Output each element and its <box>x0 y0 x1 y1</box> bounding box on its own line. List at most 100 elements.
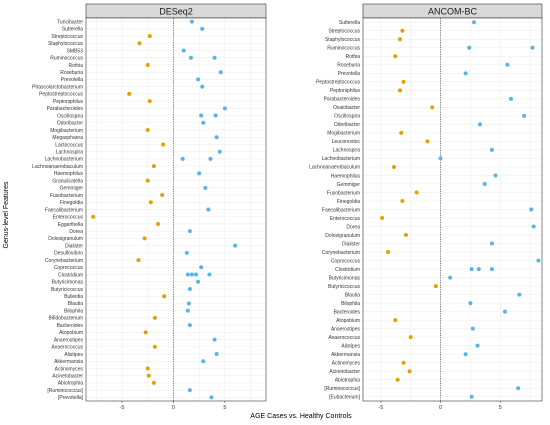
y-tick-label: Clostridium <box>58 272 83 278</box>
y-tick-label: Butyricicoccus <box>328 284 360 290</box>
y-tick-label: Abiotrophia <box>335 378 361 384</box>
data-point <box>184 250 189 255</box>
data-point <box>145 62 150 67</box>
y-axis-title: Genus-level Features <box>3 181 10 248</box>
panel-title: ANCOM-BC <box>428 7 477 17</box>
y-tick-label: Actinomyces <box>332 361 361 367</box>
y-tick-label: Peptostreptococcus <box>39 92 83 98</box>
data-point <box>448 275 453 280</box>
y-tick-label: Corynebacterium <box>322 250 360 256</box>
data-point <box>505 62 510 67</box>
data-point <box>145 366 150 371</box>
y-tick-label: Eggerthella <box>58 222 84 228</box>
y-tick-label: Abiotrophia <box>58 381 84 387</box>
data-point <box>189 272 194 277</box>
y-tick-label: Blautia <box>68 301 84 307</box>
data-point <box>217 149 222 154</box>
y-tick-label: Dialister <box>65 243 83 249</box>
data-point <box>91 214 96 219</box>
y-tick-label: Dorea <box>69 229 83 235</box>
y-tick-label: Atopobium <box>59 330 83 336</box>
y-tick-label: Ruminococcus <box>50 56 83 62</box>
data-point <box>467 45 472 50</box>
data-point <box>438 156 443 161</box>
y-tick-label: Bacteroides <box>334 309 361 315</box>
y-tick-label: Dolosigranulum <box>48 236 83 242</box>
y-tick-label: Megasphaera <box>52 135 83 141</box>
plot-border <box>362 17 543 402</box>
y-tick-label: Lachnobacterium <box>322 156 360 162</box>
y-tick-label: Parabacteroides <box>47 106 84 112</box>
x-tick-label: -5 <box>378 405 383 411</box>
data-point <box>188 55 193 60</box>
data-point <box>463 352 468 357</box>
data-point <box>522 113 527 118</box>
y-tick-label: Bacteroides <box>57 323 84 329</box>
y-tick-label: Faecalibacterium <box>45 207 83 213</box>
data-point <box>160 193 165 198</box>
y-tick-label: Roseburia <box>337 63 360 69</box>
y-tick-label: Oscillospira <box>57 113 83 119</box>
y-tick-label: Finegoldia <box>60 200 83 206</box>
data-point <box>425 139 430 144</box>
data-point <box>489 267 494 272</box>
y-tick-label: Staphylococcus <box>325 37 361 43</box>
data-point <box>214 135 219 140</box>
data-point <box>201 359 206 364</box>
y-tick-label: Sutterella <box>62 27 83 33</box>
plot-border <box>85 17 267 402</box>
y-tick-label: Streptococcus <box>51 34 83 40</box>
y-tick-label: Anaerostipes <box>331 326 361 332</box>
y-tick-label: Enterococcus <box>330 216 361 222</box>
y-tick-label: Streptococcus <box>328 29 360 35</box>
data-point <box>151 380 156 385</box>
data-point <box>386 250 391 255</box>
y-tick-label: Peptostreptococcus <box>316 80 360 86</box>
data-point <box>197 171 202 176</box>
data-point <box>187 286 192 291</box>
data-point <box>397 37 402 42</box>
data-point <box>403 233 408 238</box>
data-point <box>399 130 404 135</box>
y-tick-label: Dolosigranulum <box>325 233 360 239</box>
data-point <box>489 147 494 152</box>
x-tick-label: 0 <box>172 405 175 411</box>
data-point <box>516 386 521 391</box>
y-tick-label: Peptoniphilus <box>330 88 361 94</box>
y-tick-label: Haemophilus <box>331 173 361 179</box>
data-point <box>180 156 185 161</box>
data-point <box>482 181 487 186</box>
data-point <box>137 41 142 46</box>
x-axis-title: AGE Cases vs. Healthy Controls <box>250 413 352 420</box>
y-tick-label: Oxalobacter <box>333 105 360 111</box>
y-tick-label: Corynebacterium <box>45 258 83 264</box>
data-point <box>185 272 190 277</box>
data-point <box>380 216 385 221</box>
data-point <box>517 292 522 297</box>
y-tick-label: Roseburia <box>60 70 83 76</box>
y-tick-label: Bulleidia <box>64 294 83 300</box>
y-tick-label: Lachnoanaerobaculum <box>309 165 360 171</box>
y-tick-label: Finegoldia <box>337 199 360 205</box>
data-point <box>187 229 192 234</box>
data-point <box>136 258 141 263</box>
data-point <box>181 48 186 53</box>
data-point <box>508 96 513 101</box>
data-point <box>214 352 219 357</box>
data-point <box>469 267 474 272</box>
y-tick-label: Blautia <box>345 292 361 298</box>
y-tick-label: [Eubacterium] <box>329 395 360 401</box>
data-point <box>189 19 194 24</box>
data-point <box>199 113 204 118</box>
data-point <box>393 318 398 323</box>
y-tick-label: Bilophila <box>341 301 360 307</box>
data-point <box>400 198 405 203</box>
data-point <box>145 128 150 133</box>
data-point <box>206 207 211 212</box>
y-tick-label: Prevotella <box>338 71 360 77</box>
y-tick-label: Mogibacterium <box>327 131 360 137</box>
data-point <box>463 71 468 76</box>
data-point <box>401 360 406 365</box>
y-tick-label: Clostridium <box>335 267 360 273</box>
data-point <box>207 272 212 277</box>
